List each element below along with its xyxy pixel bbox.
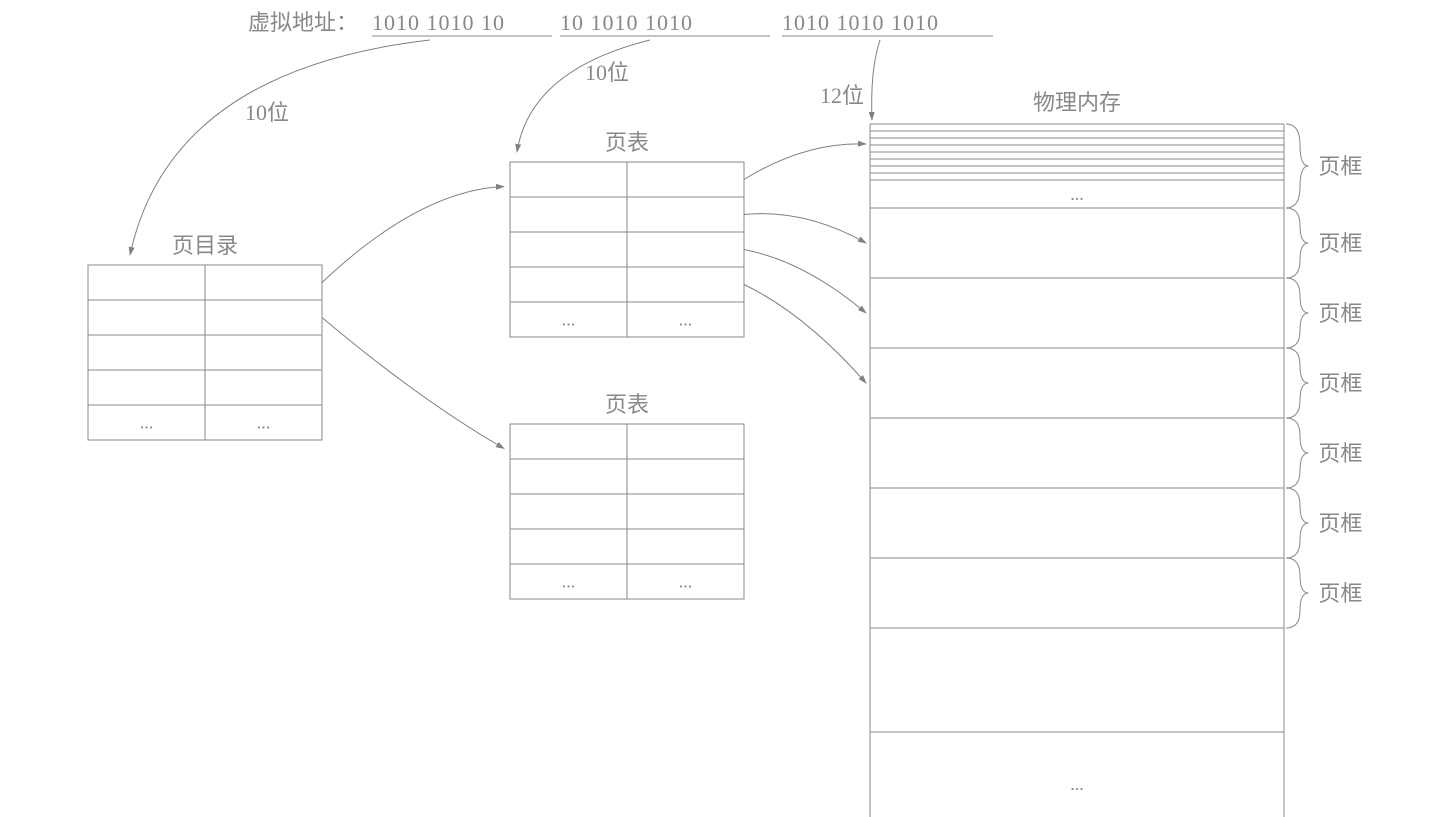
page-directory-title: 页目录: [172, 233, 238, 258]
physical-memory-title: 物理内存: [1033, 90, 1121, 115]
pm-brace-5: [1286, 488, 1308, 558]
address-segment-2: 1010 1010 1010: [782, 10, 939, 35]
arrow-pd-to-pt1: [322, 187, 504, 283]
bits-label-2: 12位: [820, 83, 864, 108]
pm-brace-label-1: 页框: [1318, 231, 1362, 256]
pm-tail-dots: ...: [1070, 774, 1084, 794]
page-table-2-dots-l: ...: [562, 572, 576, 592]
page-directory-dots-r: ...: [257, 413, 271, 433]
arrow-seg0-to-pagedir: [130, 40, 430, 255]
pm-brace-label-4: 页框: [1318, 441, 1362, 466]
arrow-pd-to-pt2: [322, 318, 504, 449]
pm-brace-1: [1286, 208, 1308, 278]
bits-label-0: 10位: [245, 100, 289, 125]
address-segment-0: 1010 1010 10: [372, 10, 505, 35]
page-table-2-title: 页表: [605, 392, 649, 417]
arrow-pt1-to-pm-1: [744, 214, 866, 243]
page-table-2-dots-r: ...: [679, 572, 693, 592]
pm-brace-4: [1286, 418, 1308, 488]
virtual-address-label: 虚拟地址：: [248, 10, 358, 35]
pm-brace-label-6: 页框: [1318, 581, 1362, 606]
pm-brace-label-2: 页框: [1318, 301, 1362, 326]
pm-ell-dots: ...: [1070, 184, 1084, 204]
page-directory-dots-l: ...: [140, 413, 154, 433]
arrow-pt1-to-pm-3: [744, 285, 866, 384]
pm-brace-2: [1286, 278, 1308, 348]
arrow-pt1-to-pm-0: [744, 144, 866, 180]
pm-brace-3: [1286, 348, 1308, 418]
pm-brace-6: [1286, 558, 1308, 628]
pm-brace-0: [1286, 124, 1308, 208]
pm-brace-label-3: 页框: [1318, 371, 1362, 396]
address-segment-1: 10 1010 1010: [560, 10, 693, 35]
paging-diagram: 虚拟地址： 1010 1010 10 10 1010 1010 1010 1010 1…: [0, 0, 1445, 817]
arrow-pt1-to-pm-2: [744, 250, 866, 314]
pm-brace-label-5: 页框: [1318, 511, 1362, 536]
page-table-1-title: 页表: [605, 130, 649, 155]
pm-brace-label-0: 页框: [1318, 154, 1362, 179]
bits-label-1: 10位: [585, 60, 629, 85]
arrow-seg2-to-pm: [872, 40, 880, 120]
page-table-1-dots-r: ...: [679, 310, 693, 330]
page-table-1-dots-l: ...: [562, 310, 576, 330]
